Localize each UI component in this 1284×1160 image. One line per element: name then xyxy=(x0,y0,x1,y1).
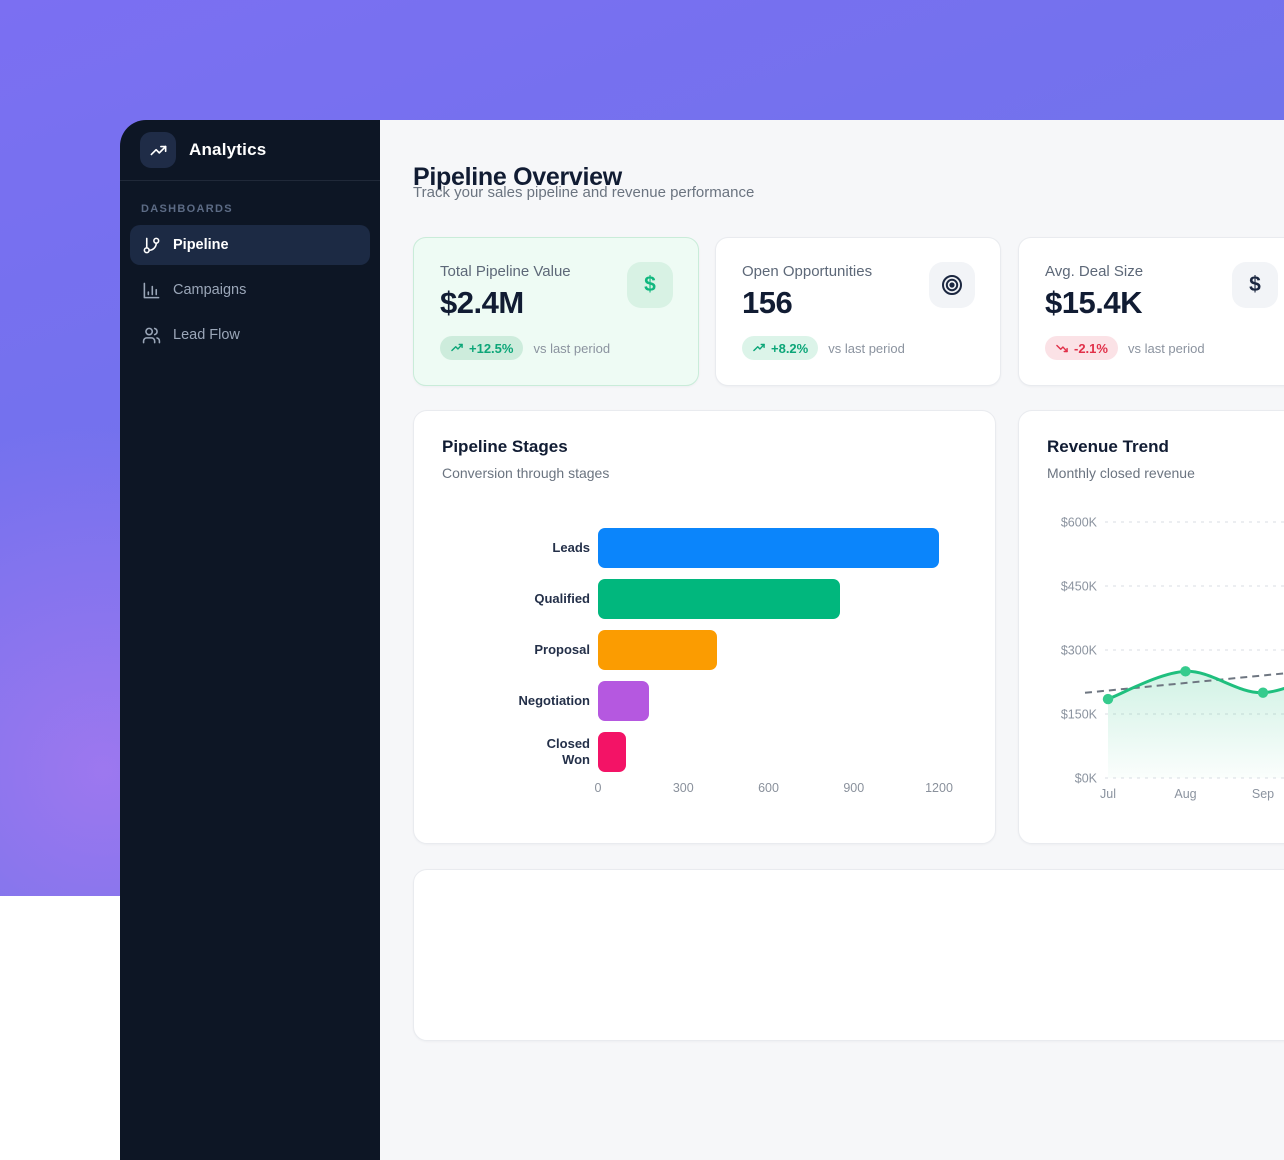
brand-name: Analytics xyxy=(189,140,266,160)
bar-category-label: Leads xyxy=(442,540,598,556)
y-axis-tick: $300K xyxy=(1061,644,1098,658)
sidebar-item-label: Campaigns xyxy=(173,282,246,298)
dollar-icon: $ xyxy=(627,262,673,308)
sidebar-item-label: Lead Flow xyxy=(173,327,240,343)
sidebar-item-label: Pipeline xyxy=(173,237,229,253)
stat-delta-row: +12.5% vs last period xyxy=(440,336,672,360)
x-axis-tick: 900 xyxy=(843,781,864,795)
compare-label: vs last period xyxy=(533,341,610,356)
bar-negotiation[interactable] xyxy=(598,681,649,721)
trending-up-icon xyxy=(140,132,176,168)
users-icon xyxy=(142,326,161,345)
bar-category-label: Proposal xyxy=(442,642,598,658)
delta-badge: +12.5% xyxy=(440,336,523,360)
bar-row: Proposal xyxy=(442,630,967,670)
y-axis-tick: $600K xyxy=(1061,516,1098,530)
bar-proposal[interactable] xyxy=(598,630,717,670)
sidebar-item-lead-flow[interactable]: Lead Flow xyxy=(130,315,370,355)
revenue-point-Aug[interactable] xyxy=(1180,666,1190,676)
x-axis-tick: Jul xyxy=(1100,787,1116,801)
chart-subtitle: Conversion through stages xyxy=(442,465,609,481)
sidebar-item-campaigns[interactable]: Campaigns xyxy=(130,270,370,310)
y-axis-tick: $0K xyxy=(1075,772,1098,786)
y-axis-tick: $450K xyxy=(1061,580,1098,594)
bar-category-label: Closed Won xyxy=(442,736,598,768)
revenue-point-Jul[interactable] xyxy=(1103,694,1113,704)
sidebar-section-label: DASHBOARDS xyxy=(141,203,380,215)
sidebar: Analytics DASHBOARDS Pipeline Campaign xyxy=(120,120,380,1160)
stat-card-open-opportunities: Open Opportunities 156 +8.2% vs last per… xyxy=(715,237,1001,386)
bar-qualified[interactable] xyxy=(598,579,840,619)
bar-track xyxy=(598,681,967,721)
page-subtitle: Track your sales pipeline and revenue pe… xyxy=(413,184,754,201)
stat-card-avg-deal-size: Avg. Deal Size $15.4K -2.1% vs last peri… xyxy=(1018,237,1284,386)
funnel-bar-chart: Leads Qualified Proposal Negotiation Closed … xyxy=(442,528,967,772)
bar-track xyxy=(598,528,967,568)
delta-badge: +8.2% xyxy=(742,336,818,360)
bar-row: Negotiation xyxy=(442,681,967,721)
bar-row: Leads xyxy=(442,528,967,568)
bar-track xyxy=(598,630,967,670)
delta-value: -2.1% xyxy=(1074,341,1108,356)
sidebar-divider xyxy=(120,180,380,181)
bar-row: Qualified xyxy=(442,579,967,619)
bar-closed-won[interactable] xyxy=(598,732,626,772)
compare-label: vs last period xyxy=(828,341,905,356)
bar-row: Closed Won xyxy=(442,732,967,772)
x-axis-tick: 300 xyxy=(673,781,694,795)
x-axis-tick: 600 xyxy=(758,781,779,795)
bar-category-label: Negotiation xyxy=(442,693,598,709)
x-axis-tick: 1200 xyxy=(925,781,953,795)
git-branch-icon xyxy=(142,236,161,255)
trending-up-icon xyxy=(752,341,766,355)
x-axis-tick: 0 xyxy=(595,781,602,795)
bar-chart-icon xyxy=(142,281,161,300)
chart-title: Pipeline Stages xyxy=(442,437,568,457)
y-axis-tick: $150K xyxy=(1061,708,1098,722)
compare-label: vs last period xyxy=(1128,341,1205,356)
bar-track xyxy=(598,579,967,619)
brand: Analytics xyxy=(120,120,380,180)
delta-value: +12.5% xyxy=(469,341,513,356)
target-icon xyxy=(929,262,975,308)
partial-card-bottom xyxy=(413,869,1284,1041)
dollar-icon: $ xyxy=(1232,262,1278,308)
delta-value: +8.2% xyxy=(771,341,808,356)
pipeline-stages-card: Pipeline Stages Conversion through stage… xyxy=(413,410,996,844)
sidebar-nav: Pipeline Campaigns Lead Flow xyxy=(120,225,380,355)
x-axis-tick: Sep xyxy=(1252,787,1274,801)
bar-category-label: Qualified xyxy=(442,591,598,607)
sidebar-item-pipeline[interactable]: Pipeline xyxy=(130,225,370,265)
app-window: Analytics DASHBOARDS Pipeline Campaign xyxy=(120,120,1284,1160)
delta-badge: -2.1% xyxy=(1045,336,1118,360)
revenue-trend-card: Revenue Trend Monthly closed revenue $60… xyxy=(1018,410,1284,844)
trending-down-icon xyxy=(1055,341,1069,355)
stat-delta-row: +8.2% vs last period xyxy=(742,336,974,360)
trending-up-icon xyxy=(450,341,464,355)
stat-card-total-pipeline-value: Total Pipeline Value $2.4M +12.5% vs las… xyxy=(413,237,699,386)
bar-track xyxy=(598,732,967,772)
x-axis-tick: Aug xyxy=(1174,787,1196,801)
main-content: Pipeline Overview Track your sales pipel… xyxy=(380,120,1284,1160)
stat-delta-row: -2.1% vs last period xyxy=(1045,336,1277,360)
bar-leads[interactable] xyxy=(598,528,939,568)
revenue-point-Sep[interactable] xyxy=(1258,687,1268,697)
